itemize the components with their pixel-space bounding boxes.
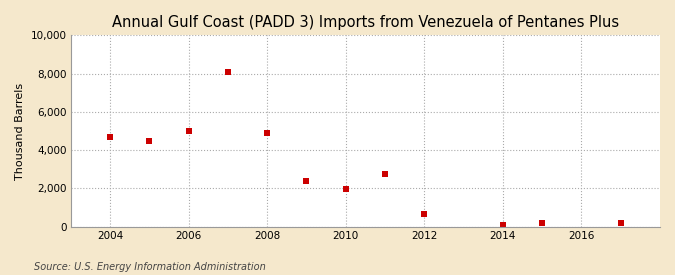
Title: Annual Gulf Coast (PADD 3) Imports from Venezuela of Pentanes Plus: Annual Gulf Coast (PADD 3) Imports from … (112, 15, 619, 30)
Y-axis label: Thousand Barrels: Thousand Barrels (15, 82, 25, 180)
Text: Source: U.S. Energy Information Administration: Source: U.S. Energy Information Administ… (34, 262, 265, 272)
